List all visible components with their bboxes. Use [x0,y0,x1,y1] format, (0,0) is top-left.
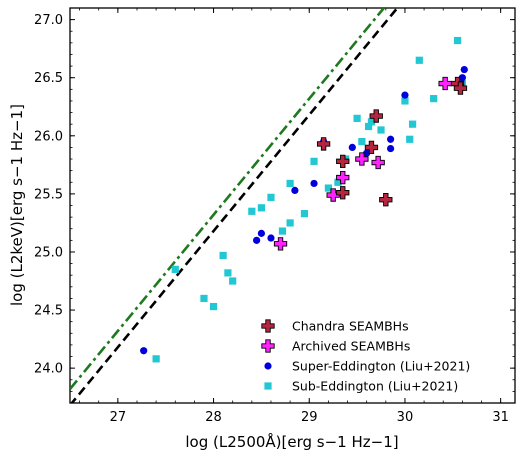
square-marker [200,294,208,303]
data-points [140,36,468,363]
square-marker [264,382,272,390]
circle-marker [310,179,318,188]
dashdot-fit-line [70,8,386,390]
square-marker [310,157,318,165]
circle-marker [458,74,466,82]
circle-marker [386,144,395,153]
square-marker [409,120,417,128]
square-marker [358,138,366,146]
x-tick-label: 31 [492,410,509,425]
square-marker [367,118,376,126]
square-marker [248,207,256,215]
circle-marker [291,186,299,194]
legend-label: Archived SEAMBHs [292,339,410,354]
square-marker [377,126,385,134]
plus-marker [261,339,275,353]
plus-marker [261,319,275,333]
y-tick-label: 26.5 [34,71,63,86]
x-tick-label: 30 [397,410,414,425]
square-marker [267,193,275,201]
square-marker [364,122,373,131]
square-marker [415,56,423,64]
y-axis-label: log (L2keV)[erg s−1 Hz−1] [8,104,26,306]
square-marker [353,114,361,122]
x-tick-label: 28 [205,410,222,425]
square-marker [209,302,218,311]
circle-marker [348,143,356,152]
x-tick-label: 27 [110,410,127,425]
x-tick-label: 29 [301,410,318,425]
legend-label: Sub-Eddington (Liu+2021) [292,379,458,394]
plus-marker [326,188,340,202]
square-marker [401,97,409,105]
y-tick-label: 26.0 [34,129,63,144]
fit-lines [70,8,399,403]
square-marker [286,219,294,227]
plus-marker [355,152,369,166]
square-marker [278,227,287,235]
square-marker [406,135,414,143]
y-tick-label: 25.0 [34,245,63,260]
plus-marker [438,76,452,91]
square-marker [430,95,438,103]
x-axis-label: log (L2500Å)[erg s−1 Hz−1] [185,432,398,451]
square-marker [453,36,462,45]
circle-marker [401,91,409,99]
circle-marker [386,135,395,143]
square-marker [334,178,342,186]
square-marker [219,251,227,260]
plus-marker [371,155,385,170]
circle-marker [140,347,148,355]
legend: Chandra SEAMBHs Archived SEAMBHs Super-Edd… [261,319,470,394]
plus-marker [369,109,383,123]
plus-marker [364,140,379,155]
y-tick-label: 27.0 [34,13,63,28]
circle-marker [267,234,275,242]
circle-marker [460,65,468,74]
axis-ticks: 27 28 29 30 31 24.0 24.5 25.0 25.5 26.0 26.5 27.0 [34,7,515,425]
plus-marker [379,193,393,207]
square-marker [286,179,294,188]
circle-marker [264,362,272,370]
plus-marker [316,137,331,151]
legend-label: Super-Eddington (Liu+2021) [292,359,470,374]
square-marker [257,204,265,212]
plus-marker [336,186,350,200]
y-tick-label: 25.5 [34,187,63,202]
dashed-fit-line [70,8,399,403]
y-tick-label: 24.0 [34,362,63,377]
circle-marker [363,149,371,157]
square-marker [152,355,160,363]
plus-marker [273,237,288,251]
square-marker [171,265,179,273]
plus-marker [336,154,350,169]
square-marker [224,269,232,277]
square-marker [229,277,237,285]
circle-marker [253,236,261,244]
square-marker [300,210,309,218]
legend-label: Chandra SEAMBHs [292,319,409,334]
y-tick-label: 24.5 [34,304,63,319]
square-marker [324,184,332,192]
circle-marker [257,229,265,237]
plus-marker [336,170,350,185]
plus-marker [453,81,468,95]
